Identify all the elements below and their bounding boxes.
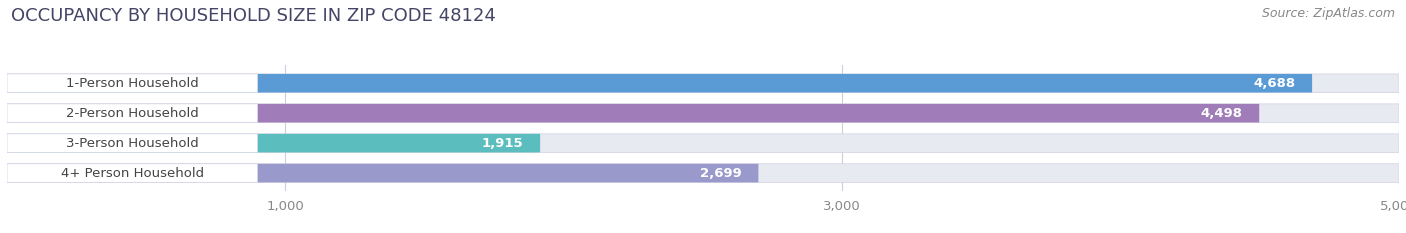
FancyBboxPatch shape	[7, 104, 1399, 123]
Text: 2-Person Household: 2-Person Household	[66, 107, 198, 120]
Text: 1,915: 1,915	[482, 137, 523, 150]
FancyBboxPatch shape	[7, 134, 1399, 152]
Text: 2,699: 2,699	[700, 167, 742, 180]
FancyBboxPatch shape	[7, 164, 257, 182]
FancyBboxPatch shape	[7, 164, 1399, 182]
Text: 1-Person Household: 1-Person Household	[66, 77, 198, 90]
FancyBboxPatch shape	[7, 134, 540, 152]
FancyBboxPatch shape	[7, 104, 257, 123]
Text: 4+ Person Household: 4+ Person Household	[60, 167, 204, 180]
FancyBboxPatch shape	[7, 164, 758, 182]
FancyBboxPatch shape	[7, 104, 1260, 123]
Text: Source: ZipAtlas.com: Source: ZipAtlas.com	[1261, 7, 1395, 20]
Text: OCCUPANCY BY HOUSEHOLD SIZE IN ZIP CODE 48124: OCCUPANCY BY HOUSEHOLD SIZE IN ZIP CODE …	[11, 7, 496, 25]
FancyBboxPatch shape	[7, 74, 1312, 93]
FancyBboxPatch shape	[7, 74, 1399, 93]
FancyBboxPatch shape	[7, 134, 257, 152]
Text: 4,498: 4,498	[1201, 107, 1243, 120]
Text: 3-Person Household: 3-Person Household	[66, 137, 198, 150]
FancyBboxPatch shape	[7, 74, 257, 93]
Text: 4,688: 4,688	[1253, 77, 1295, 90]
